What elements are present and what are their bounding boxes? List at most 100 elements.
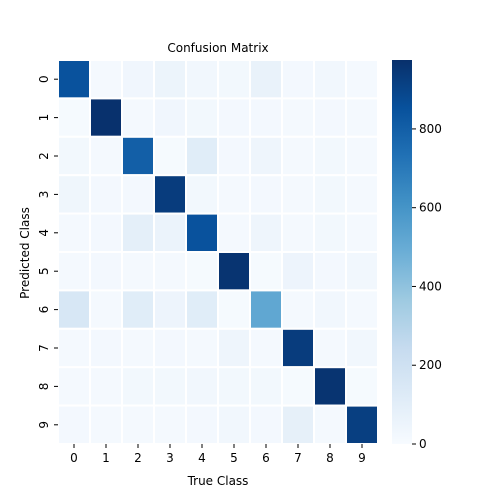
y-tick-label: 2 bbox=[37, 152, 51, 160]
heatmap-cell bbox=[185, 289, 219, 330]
heatmap-cell bbox=[345, 404, 379, 446]
heatmap-cell bbox=[345, 59, 379, 100]
heatmap-cell bbox=[89, 174, 123, 215]
y-tick-label: 9 bbox=[37, 421, 51, 429]
heatmap-cell bbox=[313, 251, 347, 292]
y-axis-ticks: 0 1 2 3 4 5 6 7 8 9 bbox=[37, 75, 58, 429]
heatmap-cell bbox=[249, 59, 283, 100]
heatmap-cell bbox=[249, 289, 283, 330]
heatmap-cell bbox=[185, 135, 219, 177]
heatmap-cell bbox=[249, 327, 283, 369]
heatmap-cell bbox=[281, 251, 315, 292]
heatmap-cell bbox=[345, 97, 379, 138]
heatmap-cell bbox=[217, 174, 251, 215]
heatmap-cell bbox=[89, 97, 123, 138]
heatmap-cell bbox=[249, 366, 283, 407]
heatmap-cell bbox=[217, 59, 251, 100]
colorbar-tick-label: 0 bbox=[419, 437, 427, 451]
heatmap-cell bbox=[281, 404, 315, 446]
heatmap-cell bbox=[153, 212, 187, 254]
heatmap-cell bbox=[57, 174, 91, 215]
heatmap-cell bbox=[185, 174, 219, 215]
heatmap-cell bbox=[345, 327, 379, 369]
y-tick-label: 6 bbox=[37, 306, 51, 314]
heatmap-cell bbox=[345, 289, 379, 330]
heatmap-cell bbox=[121, 174, 155, 215]
heatmap-cell bbox=[121, 327, 155, 369]
y-tick-label: 7 bbox=[37, 344, 51, 352]
heatmap-cell bbox=[89, 212, 123, 254]
x-tick-label: 7 bbox=[294, 451, 302, 465]
heatmap-cell bbox=[153, 59, 187, 100]
x-tick-label: 6 bbox=[262, 451, 270, 465]
heatmap-cell bbox=[57, 135, 91, 177]
heatmap-cell bbox=[153, 174, 187, 215]
y-tick-label: 0 bbox=[37, 75, 51, 83]
heatmap-cell bbox=[89, 251, 123, 292]
heatmap-cell bbox=[57, 251, 91, 292]
colorbar-tick-label: 600 bbox=[419, 201, 442, 215]
y-tick-label: 1 bbox=[37, 114, 51, 122]
x-tick-label: 0 bbox=[70, 451, 78, 465]
heatmap-cell bbox=[281, 366, 315, 407]
x-tick-label: 8 bbox=[326, 451, 334, 465]
heatmap-cell bbox=[313, 59, 347, 100]
y-tick-label: 4 bbox=[37, 229, 51, 237]
heatmap-cell bbox=[153, 97, 187, 138]
heatmap-cell bbox=[313, 404, 347, 446]
heatmap-cell bbox=[249, 404, 283, 446]
heatmap-cell bbox=[345, 174, 379, 215]
heatmap-cell bbox=[313, 366, 347, 407]
heatmap-cell bbox=[121, 97, 155, 138]
heatmap-cell bbox=[281, 212, 315, 254]
heatmap-cell bbox=[313, 97, 347, 138]
heatmap-cell bbox=[153, 366, 187, 407]
heatmap-cell bbox=[281, 59, 315, 100]
heatmap-cell bbox=[57, 59, 91, 100]
heatmap-cell bbox=[217, 289, 251, 330]
heatmap-cell bbox=[185, 327, 219, 369]
x-axis-ticks: 0 1 2 3 4 5 6 7 8 9 bbox=[70, 444, 366, 465]
heatmap-cell bbox=[153, 289, 187, 330]
colorbar-tick-label: 400 bbox=[419, 279, 442, 293]
heatmap-cell bbox=[153, 404, 187, 446]
heatmap-cell bbox=[217, 251, 251, 292]
heatmap-cell bbox=[89, 289, 123, 330]
colorbar-tick-label: 200 bbox=[419, 358, 442, 372]
heatmap-cell bbox=[249, 212, 283, 254]
heatmap-cell bbox=[121, 289, 155, 330]
heatmap-cell bbox=[121, 59, 155, 100]
heatmap-cell bbox=[217, 97, 251, 138]
x-tick-label: 9 bbox=[358, 451, 366, 465]
heatmap-cell bbox=[185, 59, 219, 100]
heatmap-cell bbox=[89, 135, 123, 177]
x-tick-label: 3 bbox=[166, 451, 174, 465]
heatmap-cell bbox=[57, 97, 91, 138]
heatmap-cell bbox=[281, 289, 315, 330]
heatmap-cell bbox=[345, 135, 379, 177]
colorbar-ticks: 0 200 400 600 800 bbox=[412, 122, 442, 451]
y-axis-label: Predicted Class bbox=[18, 207, 32, 299]
heatmap-cell bbox=[121, 251, 155, 292]
heatmap-cell bbox=[153, 327, 187, 369]
heatmap-cell bbox=[281, 97, 315, 138]
heatmap-cell bbox=[217, 366, 251, 407]
heatmap-cell bbox=[185, 251, 219, 292]
heatmap-cell bbox=[345, 212, 379, 254]
y-tick-label: 8 bbox=[37, 383, 51, 391]
x-tick-label: 4 bbox=[198, 451, 206, 465]
y-tick-label: 3 bbox=[37, 191, 51, 199]
heatmap-cell bbox=[89, 366, 123, 407]
heatmap-cell bbox=[185, 366, 219, 407]
heatmap-cell bbox=[121, 135, 155, 177]
heatmap-cell bbox=[121, 404, 155, 446]
heatmap-cell bbox=[313, 327, 347, 369]
colorbar bbox=[392, 60, 412, 444]
heatmap-cell bbox=[185, 97, 219, 138]
heatmap-cell bbox=[313, 212, 347, 254]
x-tick-label: 5 bbox=[230, 451, 238, 465]
heatmap-cell bbox=[57, 327, 91, 369]
heatmap-cell bbox=[57, 212, 91, 254]
heatmap-cell bbox=[89, 404, 123, 446]
